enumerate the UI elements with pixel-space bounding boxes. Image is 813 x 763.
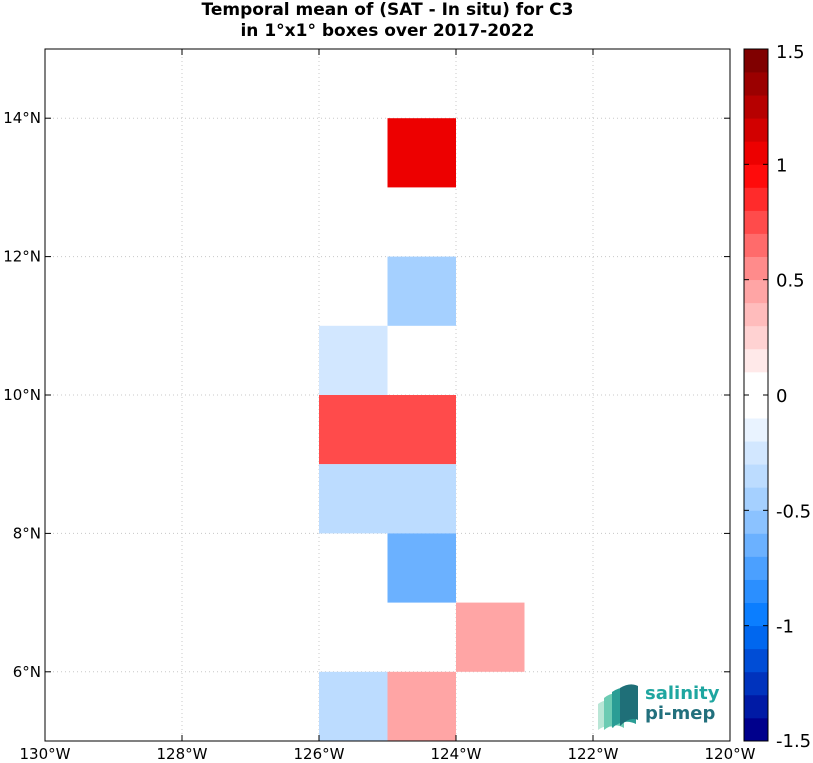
heatmap-cell: [319, 395, 388, 465]
colorbar-bin: [744, 141, 768, 165]
colorbar-bin: [744, 164, 768, 188]
colorbar-bin: [744, 418, 768, 442]
y-tick-label: 14°N: [3, 109, 41, 127]
colorbar-bin: [744, 72, 768, 96]
x-tick-label: 120°W: [705, 745, 756, 763]
heatmap-cell: [387, 671, 456, 741]
colorbar-bin: [744, 95, 768, 119]
colorbar-bin: [744, 348, 768, 373]
logo-graphic: [598, 684, 638, 730]
colorbar-tick-label: 0: [776, 386, 787, 407]
salinity-pimep-logo: salinity pi-mep: [596, 684, 726, 732]
heatmap-cell: [456, 602, 525, 672]
logo-text-line1: salinity: [645, 683, 720, 704]
chart-title-line1: Temporal mean of (SAT - In situ) for C3: [201, 0, 574, 20]
colorbar-tick-label: -1.5: [776, 731, 811, 752]
colorbar-bin: [744, 602, 768, 627]
x-tick-label: 124°W: [431, 745, 482, 763]
colorbar-tick-label: 1: [776, 155, 787, 176]
colorbar-bin: [744, 579, 768, 603]
heatmap-cell: [319, 464, 388, 534]
colorbar-tick-label: 1.5: [776, 42, 805, 63]
colorbar-bin: [744, 487, 768, 511]
colorbar-bin: [744, 371, 768, 396]
colorbar-bin: [744, 187, 768, 211]
colorbar: 1.5 1 0.5 0 -0.5 -1 -1.5: [743, 42, 811, 752]
x-tick-label: 128°W: [157, 745, 208, 763]
colorbar-bin: [744, 510, 768, 534]
chart-title: Temporal mean of (SAT - In situ) for C3 …: [45, 0, 730, 42]
colorbar-bin: [744, 694, 768, 719]
colorbar-bin: [744, 325, 768, 350]
colorbar-bin: [744, 464, 768, 488]
colorbar-bin: [744, 717, 768, 742]
x-tick-label: 122°W: [568, 745, 619, 763]
colorbar-bin: [744, 302, 768, 327]
colorbar-bin: [744, 118, 768, 142]
colorbar-tick-label: -0.5: [776, 501, 811, 522]
colorbar-bin: [744, 441, 768, 465]
y-tick-label: 8°N: [13, 524, 41, 542]
colorbar-bin: [744, 279, 768, 304]
axis-ticks: 130°W 128°W 126°W 124°W 122°W 120°W 6°N 8°N 10°N…: [3, 49, 756, 763]
colorbar-bin: [744, 648, 768, 673]
chart-title-line2: in 1°x1° boxes over 2017-2022: [240, 21, 535, 41]
heatmap-cell: [387, 256, 456, 326]
colorbar-bin: [744, 625, 768, 650]
y-tick-label: 10°N: [3, 386, 41, 404]
colorbar-bin: [744, 210, 768, 234]
heatmap-cell: [319, 671, 388, 741]
heatmap-cells: [319, 118, 525, 741]
colorbar-bin: [744, 395, 768, 419]
heatmap-cell: [387, 395, 456, 465]
colorbar-tick-label: -1: [776, 617, 794, 638]
x-tick-label: 126°W: [294, 745, 345, 763]
heatmap-cell: [319, 325, 388, 395]
y-tick-label: 12°N: [3, 248, 41, 266]
colorbar-bin: [744, 533, 768, 557]
colorbar-tick-label: 0.5: [776, 271, 805, 292]
colorbar-bin: [744, 556, 768, 580]
y-tick-label: 6°N: [13, 663, 41, 681]
heatmap-cell: [387, 464, 456, 534]
x-tick-label: 130°W: [20, 745, 71, 763]
colorbar-bin: [744, 256, 768, 281]
heatmap-cell: [387, 118, 456, 188]
colorbar-bin: [744, 233, 768, 257]
colorbar-bin: [744, 49, 768, 73]
heatmap-cell: [387, 533, 456, 603]
colorbar-bin: [744, 671, 768, 696]
logo-text-line2: pi-mep: [645, 703, 716, 724]
